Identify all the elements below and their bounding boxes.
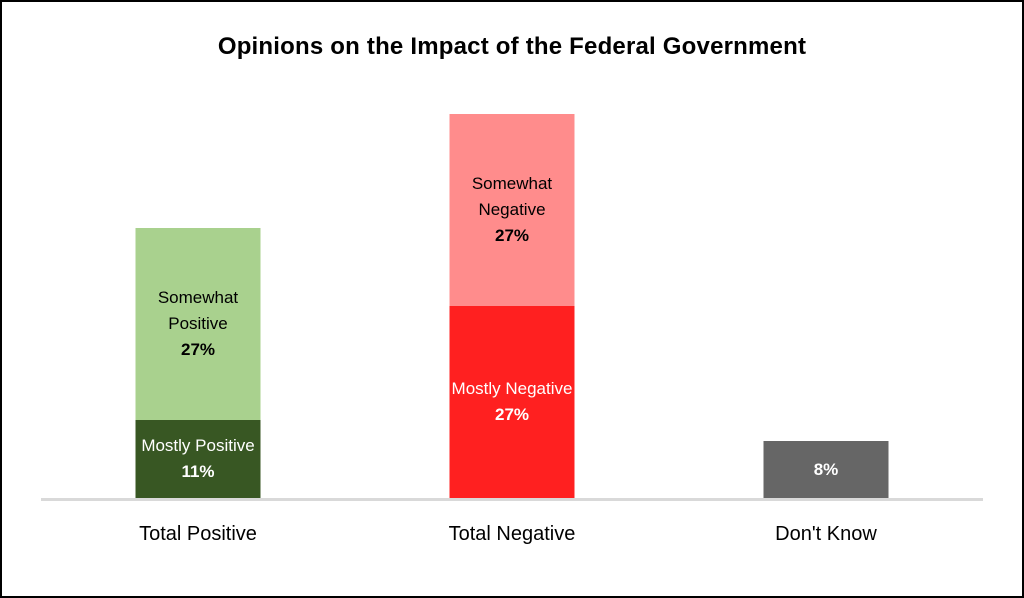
- segment-label: Mostly Positive: [141, 436, 255, 455]
- chart-title: Opinions on the Impact of the Federal Go…: [217, 33, 807, 60]
- segment-label: Somewhat Negative: [471, 174, 553, 219]
- bar-segment-somewhat-negative: Somewhat Negative 27%: [449, 114, 575, 306]
- segment-value: 8%: [813, 459, 839, 479]
- category-label-total-positive: Total Positive: [139, 523, 257, 545]
- category-label-don-t-know: Don't Know: [775, 523, 877, 545]
- plot-area: Somewhat Positive 27% Mostly Positive 11% So…: [41, 114, 983, 501]
- bar-segment-don-t-know: 8%: [763, 441, 889, 498]
- bar-group-total-negative: Somewhat Negative 27% Mostly Negative 27%: [355, 114, 669, 498]
- segment-label: Somewhat Positive: [157, 288, 239, 333]
- category-axis-labels: Total Positive Total Negative Don't Know: [41, 523, 983, 546]
- stacked-bar-total-negative: Somewhat Negative 27% Mostly Negative 27%: [449, 114, 575, 498]
- segment-label: Mostly Negative: [451, 379, 573, 398]
- segment-value: 27%: [494, 405, 530, 424]
- segment-value: 11%: [181, 462, 215, 481]
- bar-group-total-positive: Somewhat Positive 27% Mostly Positive 11%: [41, 114, 355, 498]
- stacked-bar-don-t-know: 8%: [763, 441, 889, 498]
- bar-segment-mostly-negative: Mostly Negative 27%: [449, 306, 575, 498]
- bar-segment-mostly-positive: Mostly Positive 11%: [135, 420, 261, 498]
- category-label-total-negative: Total Negative: [448, 523, 576, 545]
- bar-group-don-t-know: 8%: [669, 114, 983, 498]
- segment-value: 27%: [494, 226, 530, 245]
- segment-value: 27%: [180, 340, 216, 359]
- bar-segment-somewhat-positive: Somewhat Positive 27%: [135, 228, 261, 420]
- x-axis-baseline: [41, 498, 983, 501]
- stacked-bar-total-positive: Somewhat Positive 27% Mostly Positive 11%: [135, 228, 261, 498]
